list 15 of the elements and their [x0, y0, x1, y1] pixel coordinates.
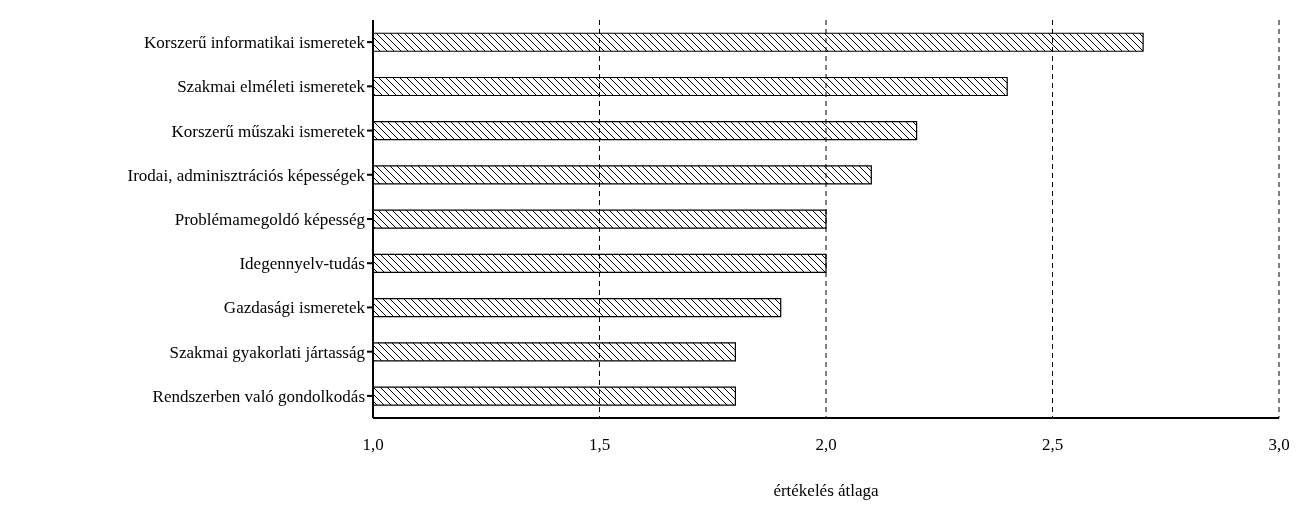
x-axis-title: értékelés átlaga	[773, 481, 880, 500]
y-tick-label: Korszerű informatikai ismeretek	[144, 33, 366, 53]
x-tick-label: 2,5	[1041, 435, 1064, 455]
y-tick-label: Szakmai elméleti ismeretek	[177, 77, 366, 97]
x-tick-label: 3,0	[1268, 435, 1290, 455]
x-tick-label: 1,0	[362, 435, 384, 455]
y-tick-label: Irodai, adminisztrációs képességek	[127, 165, 366, 185]
y-tick-label: Idegennyelv-tudás	[239, 254, 365, 274]
y-tick-label: Problémamegoldó képesség	[174, 210, 366, 230]
y-tick-label: Szakmai gyakorlati jártasság	[169, 342, 366, 362]
y-tick-label: Gazdasági ismeretek	[223, 298, 366, 318]
y-tick-label: Korszerű műszaki ismeretek	[171, 121, 366, 141]
x-tick-label: 2,0	[815, 435, 837, 455]
y-tick-label: Rendszerben való gondolkodás	[152, 386, 365, 406]
x-tick-label: 1,5	[588, 435, 611, 455]
